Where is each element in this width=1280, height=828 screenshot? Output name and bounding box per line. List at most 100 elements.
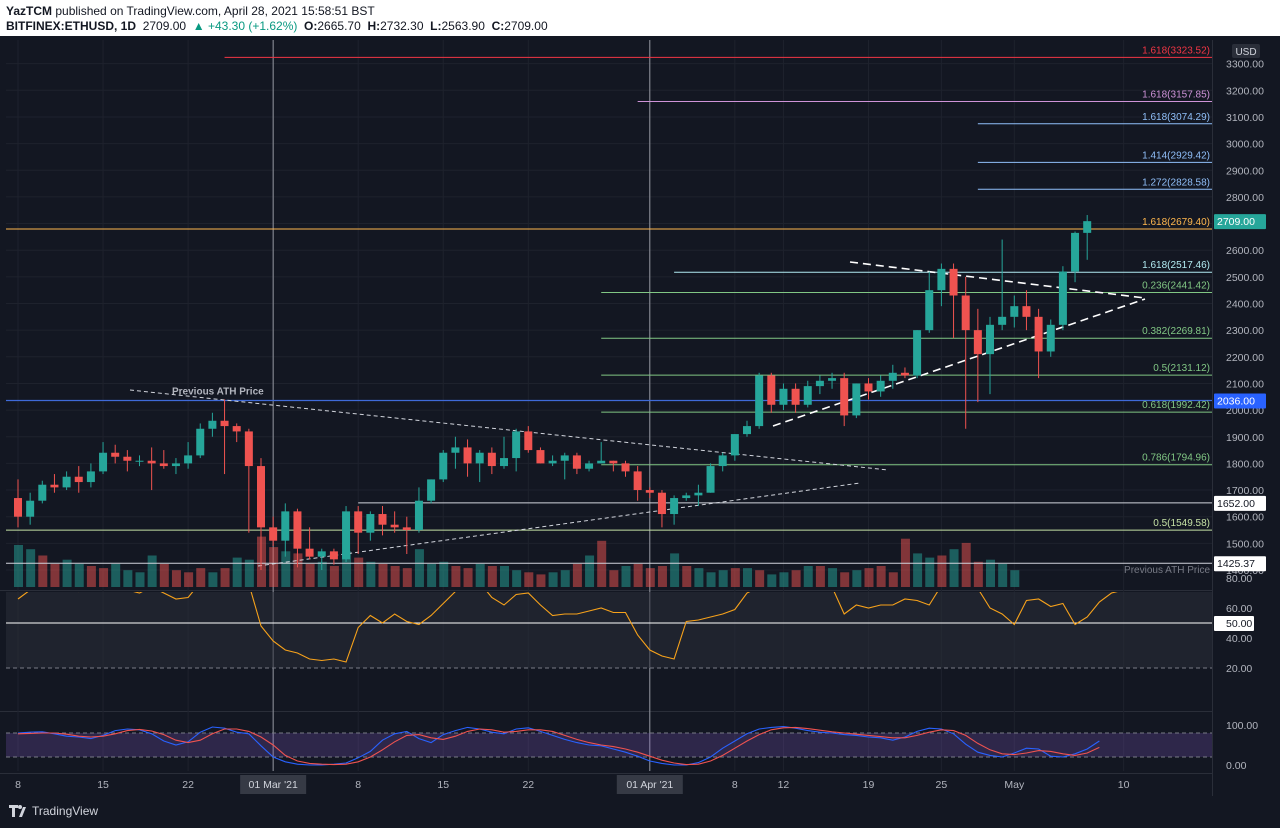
volume-bar (74, 563, 84, 587)
volume-bar (38, 555, 48, 587)
candle-body (269, 527, 278, 541)
volume-bar (743, 568, 752, 587)
time-tick-label: 8 (15, 779, 21, 791)
candle-body (536, 450, 545, 464)
time-tick-label: 19 (863, 779, 875, 791)
rsi-tick-label: 40.00 (1226, 633, 1252, 645)
symbol-label: BITFINEX:ETHUSD, 1D (6, 19, 137, 33)
fib-level-label: 1.414(2929.42) (1142, 150, 1210, 161)
volume-bar (220, 568, 230, 587)
stoch-tick-label: 100.00 (1226, 720, 1258, 732)
candle-body (14, 498, 22, 517)
pane-backgrounds (0, 40, 1280, 796)
volume-bar (427, 563, 437, 587)
candle-body (123, 456, 132, 461)
volume-bar (14, 545, 23, 587)
candle-body (888, 372, 897, 381)
volume-bar (548, 572, 558, 587)
volume-bar (159, 563, 169, 587)
candle-body (998, 316, 1007, 325)
volume-bar (50, 563, 60, 587)
volume-bar (572, 563, 582, 587)
price-tick-label: 1700.00 (1226, 485, 1264, 497)
candle-body (86, 471, 95, 483)
candle-body (62, 476, 71, 488)
candle-body (147, 460, 156, 464)
candle-body (815, 380, 824, 387)
candle-body (500, 458, 508, 467)
high-value: 2732.30 (380, 19, 424, 33)
candle-body (840, 378, 849, 416)
candle-body (706, 466, 715, 493)
candle-body (402, 527, 411, 531)
old-ath-label: Previous ATH Price (1124, 565, 1210, 576)
volume-bar (767, 574, 777, 587)
volume-bar (597, 540, 607, 587)
rsi-line (17, 592, 1118, 663)
author-name[interactable]: YazTCM (6, 4, 53, 18)
candle-body (900, 372, 909, 376)
candle-body (864, 383, 873, 392)
time-tick-label: 8 (732, 779, 738, 791)
close-label: C: (491, 19, 505, 33)
price-tick-label: 1800.00 (1226, 458, 1264, 470)
price-tick-label: 2500.00 (1226, 272, 1264, 284)
time-label-box (240, 775, 307, 794)
candle-body (414, 500, 423, 531)
volume-bar (755, 570, 765, 587)
volume-bar (973, 561, 983, 587)
fib-level-label: 1.618(2679.40) (1142, 217, 1210, 228)
volume-bar (645, 568, 655, 587)
candle-body (572, 455, 581, 469)
price-axis-bg (1213, 36, 1280, 796)
candle-body (463, 447, 472, 464)
tradingview-brand: TradingView (32, 804, 99, 818)
open-value: 2665.70 (317, 19, 361, 33)
volume-bar (560, 570, 570, 587)
price-axis[interactable]: 1400.001500.001600.001700.001800.001900.… (1213, 36, 1280, 796)
chart-header: YazTCM published on TradingView.com, Apr… (0, 0, 1280, 36)
currency-label: USD (1235, 47, 1256, 58)
time-tick-label: 8 (355, 779, 361, 791)
volume-bar (487, 566, 497, 587)
volume-bar (998, 563, 1008, 587)
candle-body (354, 511, 363, 533)
candle-body (524, 431, 533, 451)
tradingview-logo[interactable]: TradingView (8, 804, 98, 818)
volume-bar (135, 572, 145, 587)
candle-body (1058, 271, 1067, 325)
volume-bar (232, 557, 242, 587)
close-value: 2709.00 (504, 19, 548, 33)
time-tick-label: 22 (522, 779, 534, 791)
volume-bar (925, 557, 935, 587)
stoch-d-line (17, 726, 1100, 766)
price-tick-label: 3300.00 (1226, 59, 1264, 71)
fib-level-label: 1.272(2828.58) (1142, 177, 1210, 188)
time-tick-label: May (1004, 779, 1025, 791)
currency-box (1232, 44, 1260, 58)
price-tick-label: 2100.00 (1226, 378, 1264, 390)
candle-body (670, 498, 679, 515)
candle-body (451, 447, 460, 453)
tradingview-logo-icon (9, 805, 26, 817)
trendline-dashed (129, 389, 889, 471)
candle-body (171, 463, 180, 467)
chart-canvas[interactable]: 1.618(3323.52) 1.618(3157.85) 1.618(3074.2… (0, 36, 1280, 796)
time-axis[interactable]: 8 15 22 01 Mar '21 8 15 22 01 Apr '21 8 12 19 25 May… (0, 774, 1212, 796)
volume-bar (354, 557, 364, 587)
volume-bar (208, 572, 218, 587)
price-tick-label: 2200.00 (1226, 352, 1264, 364)
candle-body (257, 466, 265, 528)
previous-ath-label: Previous ATH Price (172, 387, 264, 398)
candle-body (852, 383, 861, 416)
candle-body (937, 268, 946, 291)
candle-body (913, 330, 922, 376)
candle-body (718, 455, 727, 467)
candle-body (657, 492, 666, 515)
last-price: 2709.00 (142, 19, 187, 33)
fib-level-label: 1.618(3323.52) (1142, 45, 1210, 56)
candle-body (487, 452, 496, 467)
volume-bar (390, 566, 400, 587)
stoch-band (6, 733, 1212, 757)
candle-body (633, 471, 642, 491)
